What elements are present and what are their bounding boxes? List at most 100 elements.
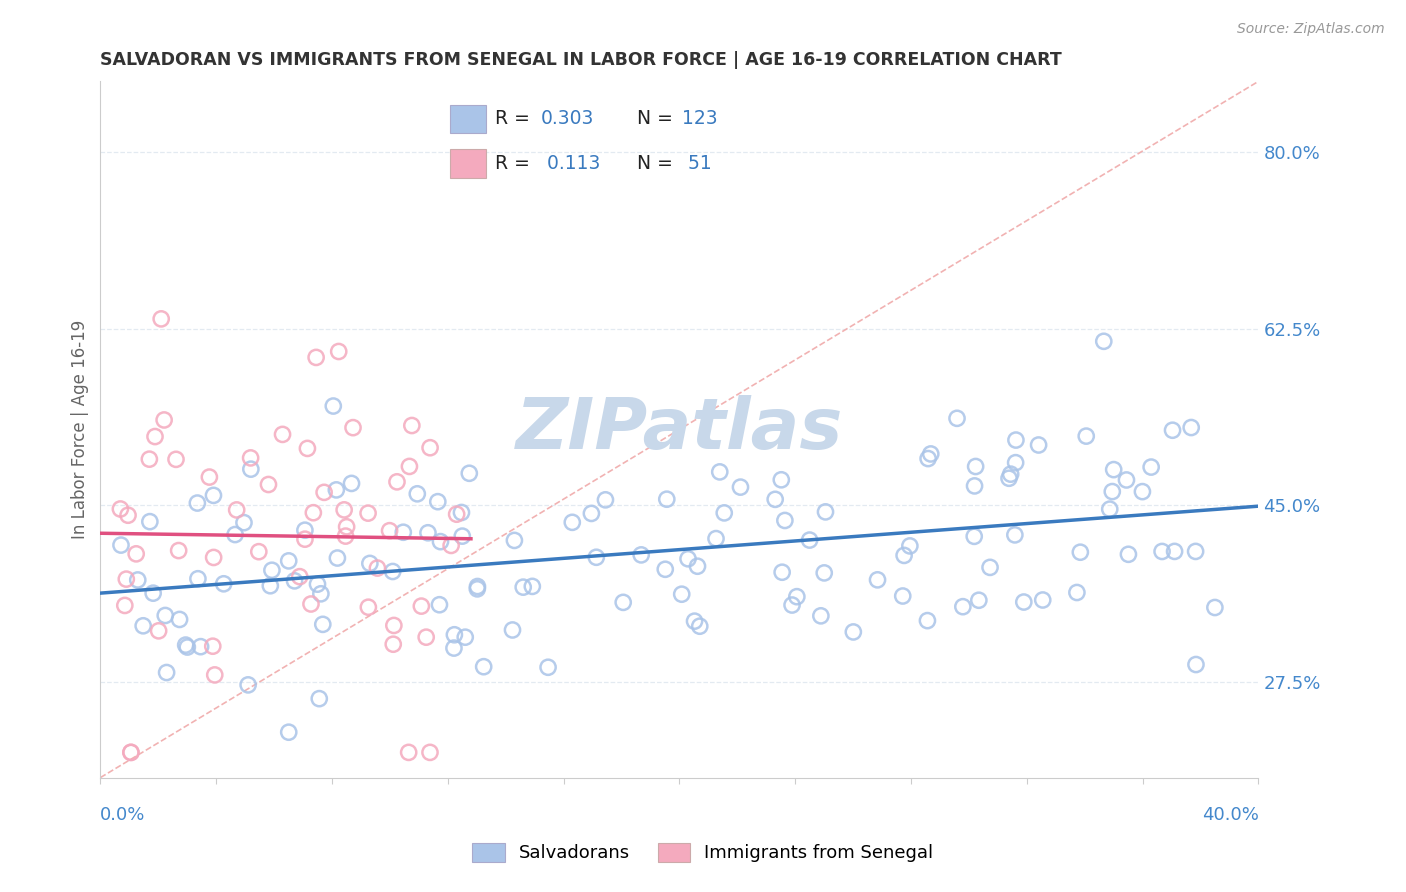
Point [288,569,311,583]
Point [239,450,262,465]
Point [917,451,939,466]
Point [1005,433,1028,447]
Point [132,619,155,633]
Point [1161,423,1184,437]
Point [467,580,489,594]
Point [799,533,821,547]
Point [309,587,332,601]
Point [202,488,225,502]
Point [891,589,914,603]
Text: 40.0%: 40.0% [1202,805,1258,824]
Point [429,534,451,549]
Point [1132,484,1154,499]
Point [630,548,652,562]
Point [283,574,305,588]
Point [686,559,709,574]
Legend: Salvadorans, Immigrants from Senegal: Salvadorans, Immigrants from Senegal [465,836,941,870]
Point [260,563,283,577]
Point [385,475,408,489]
Point [114,599,136,613]
Point [167,543,190,558]
Point [810,608,832,623]
Point [704,532,727,546]
Point [392,525,415,540]
Point [322,399,344,413]
Point [294,532,316,546]
Point [965,459,987,474]
Point [1069,545,1091,559]
Point [115,572,138,586]
Point [328,344,350,359]
Point [780,598,803,612]
Point [415,630,437,644]
Point [426,494,449,508]
Point [155,665,177,680]
Point [139,515,162,529]
Point [952,599,974,614]
Point [1184,544,1206,558]
Point [998,471,1021,485]
Point [1185,657,1208,672]
Point [443,641,465,656]
Point [1004,528,1026,542]
Point [236,678,259,692]
Point [336,520,359,534]
Point [357,600,380,615]
Point [204,668,226,682]
Point [305,351,328,365]
Point [406,487,429,501]
Point [326,551,349,566]
Point [120,745,142,759]
Point [381,565,404,579]
Point [561,516,583,530]
Point [382,618,405,632]
Point [454,630,477,644]
Point [512,580,534,594]
Point [294,523,316,537]
Point [689,619,711,633]
Point [308,691,330,706]
Point [366,561,388,575]
Point [239,462,262,476]
Point [443,628,465,642]
Point [429,598,451,612]
Point [713,506,735,520]
Point [612,595,634,609]
Point [917,614,939,628]
Point [202,550,225,565]
Point [1098,502,1121,516]
Point [312,617,335,632]
Point [1118,547,1140,561]
Point [271,427,294,442]
Point [419,441,441,455]
Point [302,506,325,520]
Point [920,447,942,461]
Point [110,538,132,552]
Point [190,640,212,654]
Point [142,586,165,600]
Point [655,492,678,507]
Point [813,566,835,580]
Point [333,503,356,517]
Point [120,745,142,759]
Text: SALVADORAN VS IMMIGRANTS FROM SENEGAL IN LABOR FORCE | AGE 16-19 CORRELATION CHA: SALVADORAN VS IMMIGRANTS FROM SENEGAL IN… [100,51,1062,69]
Point [1140,460,1163,475]
Point [585,550,607,565]
Point [257,477,280,491]
Point [446,507,468,521]
Point [201,639,224,653]
Point [451,529,474,543]
Point [127,573,149,587]
Text: Source: ZipAtlas.com: Source: ZipAtlas.com [1237,22,1385,37]
Y-axis label: In Labor Force | Age 16-19: In Labor Force | Age 16-19 [72,320,89,539]
Point [472,659,495,673]
Point [176,640,198,654]
Point [1204,600,1226,615]
Point [1066,585,1088,599]
Point [1163,544,1185,558]
Point [357,506,380,520]
Point [224,527,246,541]
Point [225,503,247,517]
Point [169,612,191,626]
Point [401,418,423,433]
